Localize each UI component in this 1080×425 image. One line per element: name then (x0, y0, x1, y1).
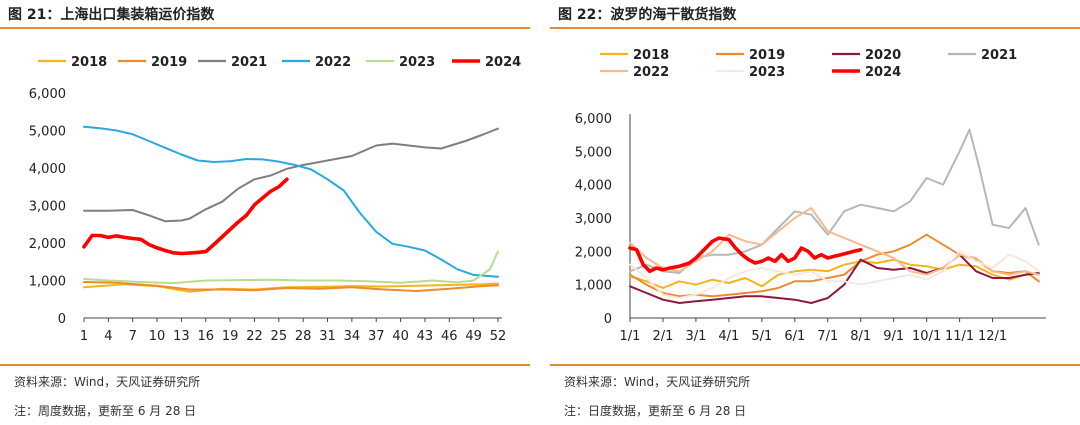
series-line-2023 (629, 250, 1040, 299)
x-tick-label: 46 (441, 329, 458, 344)
x-tick-label: 9/1 (883, 329, 904, 344)
y-tick-label: 2,000 (29, 237, 66, 252)
legend-label-2018: 2018 (71, 55, 107, 70)
series-line-2022 (629, 207, 1040, 276)
x-tick-label: 40 (392, 329, 409, 344)
x-tick-label: 4/1 (718, 329, 739, 344)
y-tick-label: 4,000 (29, 162, 66, 177)
bottom-rule (0, 364, 530, 366)
y-tick-label: 0 (58, 312, 66, 327)
x-tick-label: 31 (319, 329, 336, 344)
x-tick-label: 1/1 (620, 329, 641, 344)
y-tick-label: 4,000 (575, 179, 612, 194)
x-tick-label: 43 (417, 329, 434, 344)
legend-label-2024: 2024 (865, 65, 901, 80)
x-tick-label: 10 (149, 329, 166, 344)
y-tick-label: 2,000 (575, 245, 612, 260)
x-tick-label: 8/1 (850, 329, 871, 344)
chart-bdi: 0 1,000 2,000 3,000 4,000 5,000 6,000 1/1 2/1 3/1… (575, 48, 1046, 344)
x-tick-label: 28 (295, 329, 312, 344)
x-tick-label: 2/1 (652, 329, 673, 344)
legend-label-2018: 2018 (633, 48, 669, 63)
x-tick-label: 6/1 (784, 329, 805, 344)
x-tick-label: 7/1 (817, 329, 838, 344)
x-tick-label: 19 (222, 329, 239, 344)
legend-label-2019: 2019 (151, 55, 187, 70)
top-rule (0, 27, 530, 29)
y-tick-label: 0 (604, 312, 612, 327)
legend-label-2023: 2023 (399, 55, 435, 70)
x-tick-label: 5/1 (751, 329, 772, 344)
series-line-2019 (629, 233, 1040, 298)
legend-label-2019: 2019 (749, 48, 785, 63)
source-text: 资料来源：Wind，天风证券研究所 (14, 375, 201, 389)
legend-label-2020: 2020 (865, 48, 901, 63)
x-tick-label: 25 (271, 329, 288, 344)
y-tick-label: 1,000 (575, 279, 612, 294)
legend-label-2023: 2023 (749, 65, 785, 80)
x-tick-label: 11/1 (945, 329, 974, 344)
series-line-2022 (83, 125, 499, 278)
y-tick-label: 6,000 (29, 87, 66, 102)
x-tick-label: 16 (197, 329, 214, 344)
x-tick-label: 10/1 (912, 329, 941, 344)
series-line-2020 (629, 253, 1040, 304)
y-tick-label: 6,000 (575, 112, 612, 127)
series-line-2024 (82, 177, 289, 256)
source-text: 资料来源：Wind，天风证券研究所 (564, 375, 751, 389)
legend-label-2021: 2021 (981, 48, 1017, 63)
x-tick-label: 3/1 (685, 329, 706, 344)
x-tick-label: 13 (173, 329, 190, 344)
x-tick-label: 1 (80, 329, 88, 344)
legend-label-2022: 2022 (633, 65, 669, 80)
x-tick-label: 12/1 (978, 329, 1007, 344)
y-tick-label: 1,000 (29, 275, 66, 290)
y-tick-label: 5,000 (575, 145, 612, 160)
series-line-2023 (83, 250, 499, 285)
panel-bdi: 图 22：波罗的海干散货指数 0 1,000 2,000 3,000 4,000 5,00… (550, 0, 1080, 425)
y-tick-label: 5,000 (29, 125, 66, 140)
bottom-rule (550, 364, 1080, 366)
x-tick-label: 49 (465, 329, 482, 344)
series-line-2021 (629, 128, 1040, 274)
chart-title-scfi: 图 21：上海出口集装箱运价指数 (8, 7, 215, 23)
series-line-2021 (83, 127, 499, 223)
y-tick-label: 3,000 (575, 212, 612, 227)
x-tick-label: 4 (104, 329, 112, 344)
x-tick-label: 7 (129, 329, 137, 344)
chart-title-bdi: 图 22：波罗的海干散货指数 (558, 7, 737, 23)
y-tick-label: 3,000 (29, 200, 66, 215)
legend-label-2021: 2021 (231, 55, 267, 70)
series-line-2018 (629, 258, 1040, 289)
x-tick-label: 22 (246, 329, 263, 344)
x-tick-label: 34 (344, 329, 361, 344)
x-tick-label: 37 (368, 329, 385, 344)
chart-scfi: 0 1,000 2,000 3,000 4,000 5,000 6,000 1 4 7 10 13 16… (29, 55, 521, 344)
top-rule (550, 27, 1080, 29)
series-line-2019 (83, 281, 499, 292)
note-text: 注：周度数据，更新至 6 月 28 日 (14, 404, 197, 418)
panel-scfi: 图 21：上海出口集装箱运价指数 0 1,000 2,000 3,000 4,000 5,… (0, 0, 530, 425)
series-line-2024 (628, 236, 863, 274)
note-text: 注：日度数据，更新至 6 月 28 日 (564, 404, 747, 418)
legend-label-2024: 2024 (485, 55, 521, 70)
x-tick-label: 52 (490, 329, 507, 344)
legend-label-2022: 2022 (315, 55, 351, 70)
